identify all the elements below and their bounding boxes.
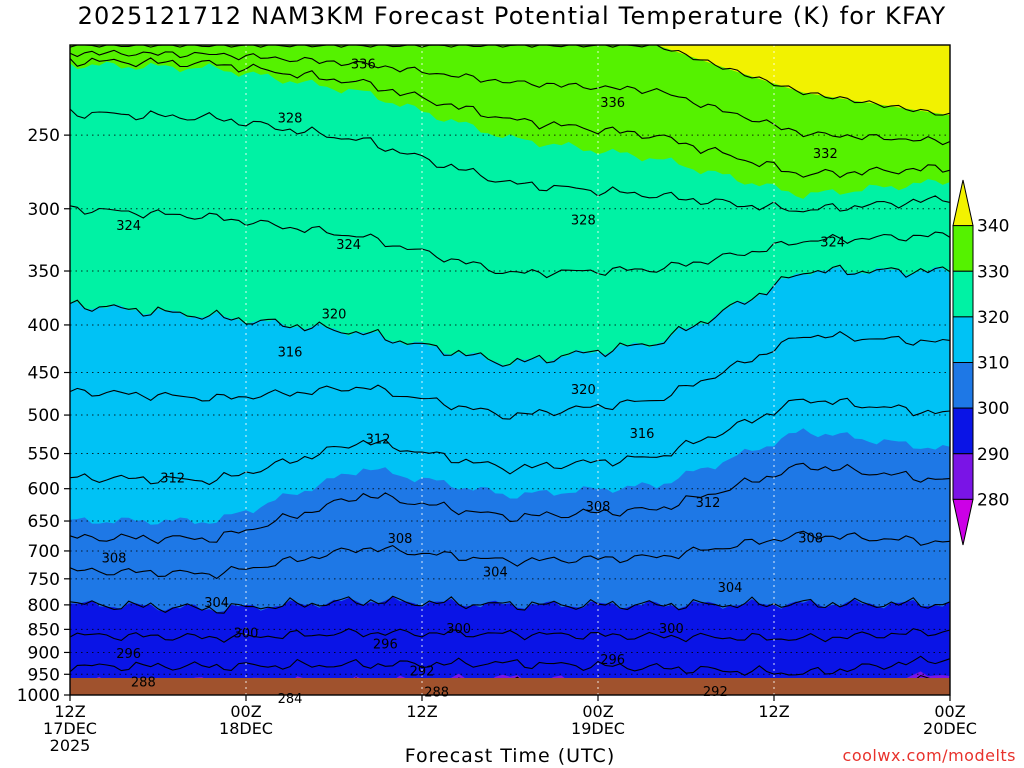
colorbar-arrow-top <box>952 179 974 227</box>
colorbar-label: 280 <box>977 490 1009 510</box>
contour-label: 316 <box>630 427 655 442</box>
y-tick-label: 650 <box>28 512 60 532</box>
y-tick-label: 850 <box>28 620 60 640</box>
x-tick-label: 17DEC <box>43 719 97 738</box>
x-tick-label: 19DEC <box>571 719 625 738</box>
colorbar-label: 300 <box>977 399 1009 419</box>
y-tick-label: 1000 <box>17 686 60 706</box>
contour-label: 300 <box>234 627 259 642</box>
x-tick-label: 18DEC <box>219 719 273 738</box>
contour-320 <box>69 264 951 367</box>
colorbar-label: 310 <box>977 354 1009 374</box>
y-tick-label: 800 <box>28 596 60 616</box>
contour-292 <box>69 655 951 676</box>
contour-label: 336 <box>600 96 625 111</box>
contour-304 <box>69 530 951 580</box>
credit-link[interactable]: coolwx.com/modelts <box>842 746 1016 765</box>
axes: 250 300 350 400 450 500 550 600 650 700 750 800 850 9… <box>17 44 977 755</box>
contour-label: 292 <box>703 685 728 700</box>
contour-label: 336 <box>351 58 376 73</box>
colorbar-arrow-bottom <box>952 498 974 546</box>
contour-label: 292 <box>410 664 435 679</box>
contour-label: 288 <box>131 676 156 691</box>
contour-label: 304 <box>204 596 229 611</box>
contour-label: 324 <box>336 238 361 253</box>
colorbar-segment <box>952 407 974 455</box>
colorbar-segment <box>952 270 974 318</box>
colorbar-label: 330 <box>977 262 1009 282</box>
band-fill-290-300 <box>70 596 950 695</box>
contour-336 <box>69 49 951 146</box>
contour-label: 288 <box>424 686 449 701</box>
y-tick-label: 250 <box>28 126 60 146</box>
chart-title: 2025121712 NAM3KM Forecast Potential Tem… <box>77 2 947 30</box>
x-tick-label: 2025 <box>50 736 91 755</box>
contour-300 <box>69 595 951 614</box>
y-tick-label: 600 <box>28 480 60 500</box>
x-tick-label: 00Z <box>934 702 965 721</box>
contour-label: 300 <box>659 622 684 637</box>
x-tick-label: 00Z <box>582 702 613 721</box>
colorbar: 340 330 320 310 300 290 280 <box>952 179 1009 546</box>
contour-labels: 336 336 332 328 328 324 324 324 320 320 316 316 312 3… <box>102 58 845 707</box>
ground-strip <box>70 678 950 695</box>
x-tick-label: 12Z <box>758 702 789 721</box>
contour-label: 300 <box>446 622 471 637</box>
colorbar-label: 340 <box>977 217 1009 237</box>
y-tick-label: 550 <box>28 445 60 465</box>
y-tick-label: 750 <box>28 570 60 590</box>
contour-label: 308 <box>586 500 611 515</box>
x-tick-label: 12Z <box>406 702 437 721</box>
colorbar-segment <box>952 316 974 363</box>
contour-label: 308 <box>798 532 823 547</box>
temperature-bands <box>70 45 950 696</box>
contour-label: 304 <box>483 565 508 580</box>
contour-label: 328 <box>571 214 596 229</box>
y-tick-label: 400 <box>28 316 60 336</box>
grid-lines <box>70 45 950 696</box>
plot-frame <box>69 44 951 696</box>
contour-label: 320 <box>322 308 347 323</box>
colorbar-segment <box>952 453 974 500</box>
x-axis-title: Forecast Time (UTC) <box>404 745 616 767</box>
contour-label: 312 <box>160 471 185 486</box>
y-tick-label: 700 <box>28 542 60 562</box>
contour-label: 296 <box>600 653 625 668</box>
contour-label: 312 <box>696 496 721 511</box>
contour-332 <box>69 57 951 179</box>
colorbar-label: 320 <box>977 308 1009 328</box>
contour-label: 296 <box>116 647 141 662</box>
contour-label: 296 <box>373 638 398 653</box>
colorbar-label: 290 <box>977 445 1009 465</box>
contour-label: 324 <box>116 219 141 234</box>
contour-312 <box>69 397 951 486</box>
y-tick-label: 350 <box>28 262 60 282</box>
colorbar-segment <box>952 225 974 272</box>
y-tick-label: 950 <box>28 665 60 685</box>
contour-296 <box>69 628 951 643</box>
x-tick-label: 12Z <box>54 702 85 721</box>
contour-label: 320 <box>571 383 596 398</box>
contour-label: 316 <box>278 345 303 360</box>
contour-316 <box>69 330 951 420</box>
ground-layer <box>70 678 950 695</box>
y-tick-label: 900 <box>28 643 60 663</box>
contour-328 <box>69 108 951 213</box>
x-tick-label: 20DEC <box>923 719 977 738</box>
y-tick-label: 500 <box>28 406 60 426</box>
contour-label: 284 <box>278 692 303 707</box>
y-tick-label: 300 <box>28 200 60 220</box>
y-tick-label: 450 <box>28 364 60 384</box>
contour-label: 324 <box>820 235 845 250</box>
contour-label: 308 <box>102 551 127 566</box>
contour-label: 328 <box>278 112 303 127</box>
contour-label: 308 <box>388 532 413 547</box>
contour-label: 332 <box>813 147 838 162</box>
contour-label: 304 <box>718 581 743 596</box>
contour-label: 312 <box>366 432 391 447</box>
colorbar-segment <box>952 362 974 409</box>
x-tick-label: 00Z <box>230 702 261 721</box>
